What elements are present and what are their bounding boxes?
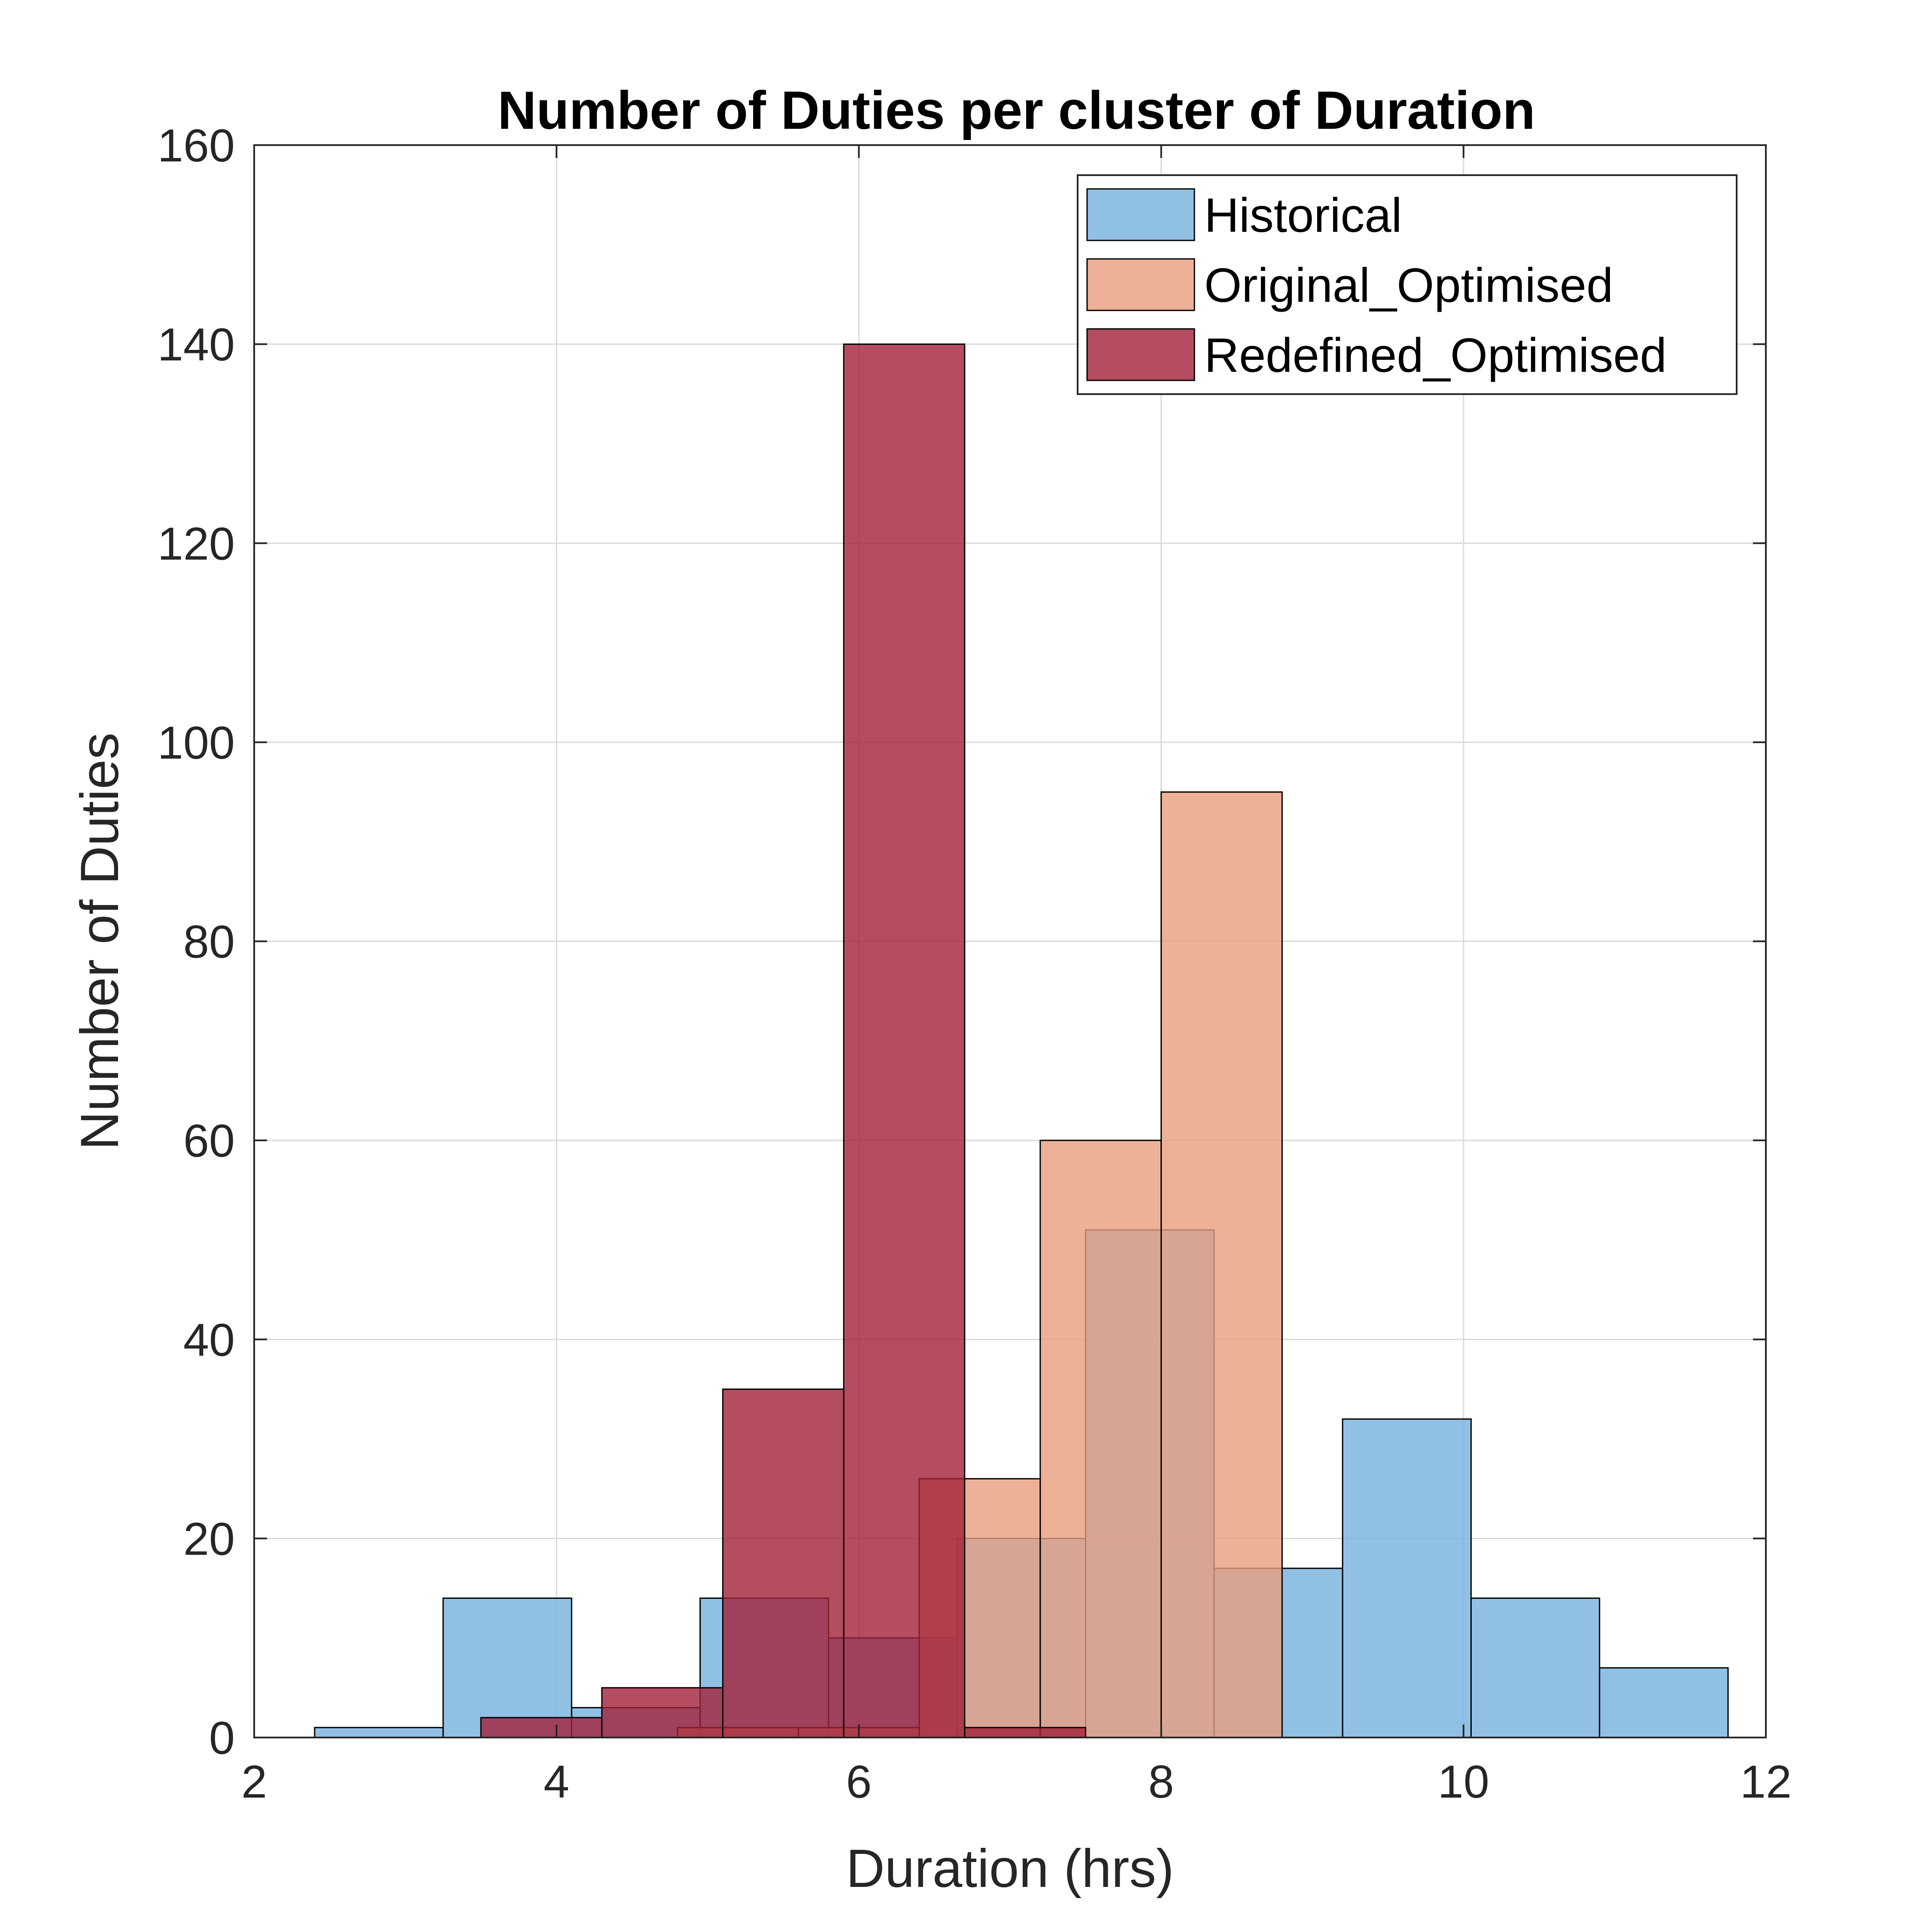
y-tick-label: 20 <box>183 1513 235 1564</box>
x-tick-label: 8 <box>1148 1756 1174 1807</box>
bar-historical-8 <box>1342 1418 1472 1738</box>
bar-historical-9 <box>1470 1597 1601 1738</box>
x-tick-label: 4 <box>544 1756 569 1807</box>
y-tick-label: 0 <box>209 1712 235 1764</box>
series-redefined-optimised <box>480 343 1087 1738</box>
legend-swatch-historical <box>1086 188 1195 241</box>
y-tick-label: 40 <box>183 1314 235 1366</box>
histogram-bars <box>314 343 1729 1738</box>
chart-title: Number of Duties per cluster of Duration <box>498 81 1535 140</box>
bar-original-optimised-4 <box>1160 791 1283 1738</box>
legend-swatch-original-optimised <box>1086 258 1195 311</box>
x-tick-label: 2 <box>241 1756 267 1807</box>
legend: Historical Original_Optimised Redefined_… <box>1077 174 1738 395</box>
x-tick-label: 10 <box>1438 1756 1489 1807</box>
y-tick-label: 120 <box>158 517 235 569</box>
legend-label-historical: Historical <box>1204 188 1402 242</box>
bar-redefined-optimised-2 <box>722 1388 844 1738</box>
bar-historical-1 <box>442 1597 572 1738</box>
bar-redefined-optimised-0 <box>480 1717 603 1738</box>
legend-label-redefined-optimised: Redefined_Optimised <box>1204 328 1667 382</box>
y-tick-label: 60 <box>183 1115 235 1166</box>
y-tick-label: 160 <box>158 119 235 171</box>
legend-swatch-redefined-optimised <box>1086 328 1195 381</box>
y-tick-label: 140 <box>158 319 235 371</box>
bar-redefined-optimised-3 <box>843 343 966 1738</box>
bar-original-optimised-3 <box>1039 1139 1162 1738</box>
legend-label-original-optimised: Original_Optimised <box>1204 258 1613 312</box>
bar-historical-10 <box>1599 1667 1729 1738</box>
bar-redefined-optimised-1 <box>601 1687 724 1738</box>
y-tick-label: 80 <box>183 916 235 968</box>
bar-historical-0 <box>314 1727 444 1738</box>
y-axis-label: Number of Duties <box>70 732 130 1150</box>
x-tick-label: 12 <box>1740 1756 1792 1807</box>
y-tick-label: 100 <box>158 717 235 769</box>
x-axis-label: Duration (hrs) <box>846 1839 1174 1899</box>
bar-redefined-optimised-4 <box>964 1727 1087 1738</box>
x-tick-label: 6 <box>846 1756 872 1807</box>
